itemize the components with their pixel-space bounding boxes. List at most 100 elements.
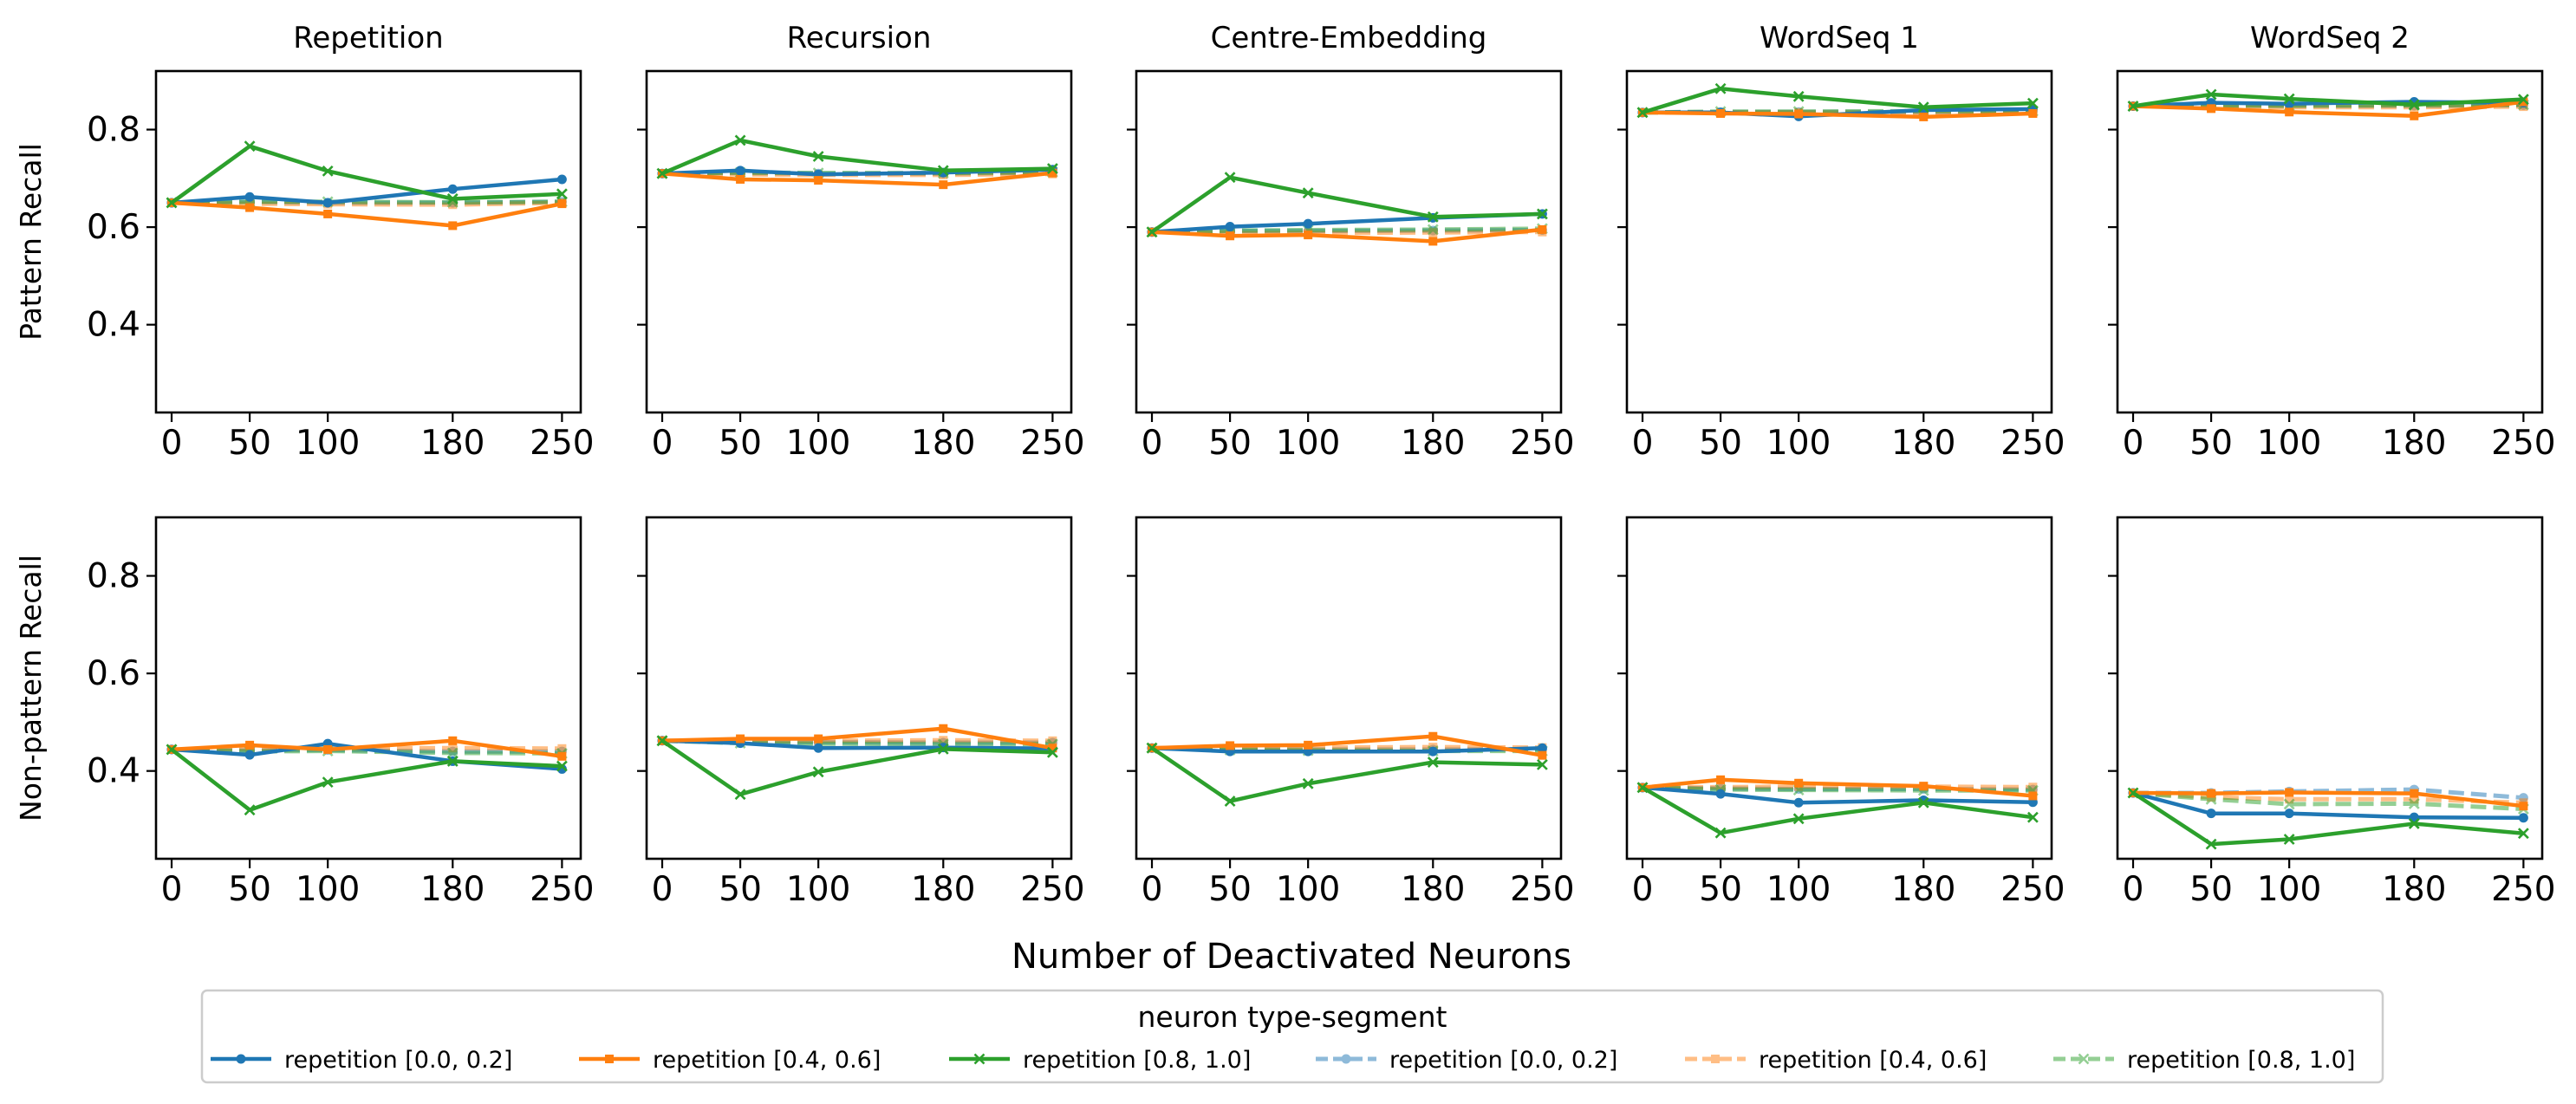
- legend-label: repetition [0.4, 0.6]: [1759, 1047, 1987, 1074]
- x-tick-label: 180: [1401, 870, 1465, 909]
- data-point: [735, 166, 745, 176]
- series-repetition-0-8-1-0: [166, 744, 568, 816]
- x-tick-label: 50: [1208, 424, 1252, 463]
- x-tick-label: 50: [228, 870, 271, 909]
- series-line: [1150, 746, 1543, 803]
- legend-marker: [973, 1053, 986, 1065]
- data-point: [322, 776, 334, 789]
- x-tick-label: 250: [530, 424, 594, 463]
- plot-frame: [645, 69, 1073, 414]
- data-point: [1048, 736, 1057, 745]
- data-point: [557, 199, 567, 209]
- data-point: [1794, 109, 1804, 119]
- series-repetition-0-0-0-2: [166, 738, 567, 774]
- data-point: [2408, 797, 2420, 809]
- data-point: [1538, 224, 1547, 234]
- data-point: [2028, 108, 2038, 118]
- data-point: [1302, 777, 1314, 789]
- legend-handle: [949, 1053, 1010, 1065]
- x-tick-label: 250: [1020, 424, 1084, 463]
- legend-label: repetition [0.0, 0.2]: [284, 1047, 512, 1074]
- x-tick-label: 50: [1699, 870, 1742, 909]
- plot-frame: [2116, 516, 2544, 860]
- x-tick-label: 180: [911, 424, 975, 463]
- x-tick-label: 0: [2123, 424, 2144, 463]
- data-point: [656, 167, 668, 179]
- data-point: [1224, 172, 1236, 184]
- series-line: [1642, 110, 2033, 120]
- x-tick-label: 100: [296, 424, 360, 463]
- data-point: [1714, 827, 1727, 839]
- legend-handle: [211, 1054, 271, 1064]
- data-point: [322, 198, 333, 208]
- data-point: [734, 789, 746, 801]
- x-tick-label: 100: [1276, 870, 1340, 909]
- series-repetition-0-8-1-0: [2127, 787, 2529, 850]
- x-tick-label: 0: [1142, 424, 1163, 463]
- data-point: [244, 750, 255, 760]
- data-point: [1537, 743, 1547, 753]
- x-tick-label: 100: [2257, 424, 2321, 463]
- data-point: [939, 736, 948, 745]
- legend-handle: [1316, 1054, 1376, 1064]
- data-point: [813, 743, 823, 753]
- plot-frame: [1135, 516, 1563, 860]
- x-tick-label: 250: [2491, 424, 2555, 463]
- data-point: [656, 735, 668, 747]
- data-point: [2519, 97, 2528, 107]
- data-point: [2517, 828, 2529, 840]
- data-point: [1428, 746, 1438, 757]
- series-line: [2132, 790, 2524, 812]
- x-tick-label: 100: [2257, 870, 2321, 909]
- data-point: [2408, 99, 2420, 111]
- x-tick-label: 50: [2189, 424, 2233, 463]
- legend: neuron type-segment repetition [0.0, 0.2…: [200, 989, 2384, 1084]
- data-point: [1919, 782, 1929, 791]
- column-title-recursion: Recursion: [787, 21, 932, 55]
- data-point: [1224, 796, 1236, 808]
- data-point: [1226, 231, 1235, 241]
- series-repetition-0-8-1-0: [1146, 742, 1548, 808]
- data-point: [1427, 757, 1439, 768]
- data-point: [1046, 746, 1058, 758]
- data-point: [2205, 88, 2217, 101]
- data-point: [812, 766, 824, 778]
- legend-handle: [2053, 1053, 2114, 1065]
- column-title-wordseq-2: WordSeq 2: [2250, 21, 2410, 55]
- x-tick-label: 50: [719, 424, 762, 463]
- x-tick-label: 0: [652, 424, 673, 463]
- data-point: [937, 743, 949, 755]
- data-point: [1794, 778, 1804, 788]
- legend-items: repetition [0.0, 0.2] repetition [0.4, 0.…: [211, 1047, 2355, 1074]
- data-point: [245, 740, 255, 750]
- plot-frame: [1625, 516, 2053, 860]
- legend-label: repetition [0.0, 0.2]: [1389, 1047, 1617, 1074]
- legend-marker: [2078, 1053, 2090, 1065]
- legend-handle: [579, 1055, 640, 1063]
- data-point: [812, 151, 824, 162]
- data-point: [166, 197, 178, 209]
- data-point: [2127, 787, 2139, 799]
- y-tick-label: 0.6: [87, 654, 140, 693]
- series-line: [171, 747, 563, 756]
- data-point: [448, 744, 458, 753]
- panel-0-recursion: 0 50 100 180 250 Recursion: [637, 21, 1085, 463]
- data-point: [556, 760, 568, 772]
- data-point: [2408, 818, 2420, 829]
- data-point: [1917, 796, 1929, 809]
- y-tick-label: 0.8: [87, 557, 140, 596]
- panel-grid: 0 50 100 180 250 0.4 0.6 0.8 Repetition Pattern R…: [14, 21, 2556, 909]
- plot-frame: [1135, 69, 1563, 414]
- legend-label: repetition [0.8, 1.0]: [2127, 1047, 2355, 1074]
- data-point: [1046, 163, 1058, 174]
- series-line: [170, 144, 563, 205]
- data-point: [1302, 187, 1314, 199]
- data-point: [446, 756, 459, 767]
- x-tick-label: 180: [1891, 870, 1955, 909]
- data-point: [1048, 744, 1057, 753]
- data-point: [166, 744, 178, 756]
- legend-marker: [236, 1054, 246, 1064]
- data-point: [244, 140, 256, 153]
- data-point: [2205, 838, 2217, 850]
